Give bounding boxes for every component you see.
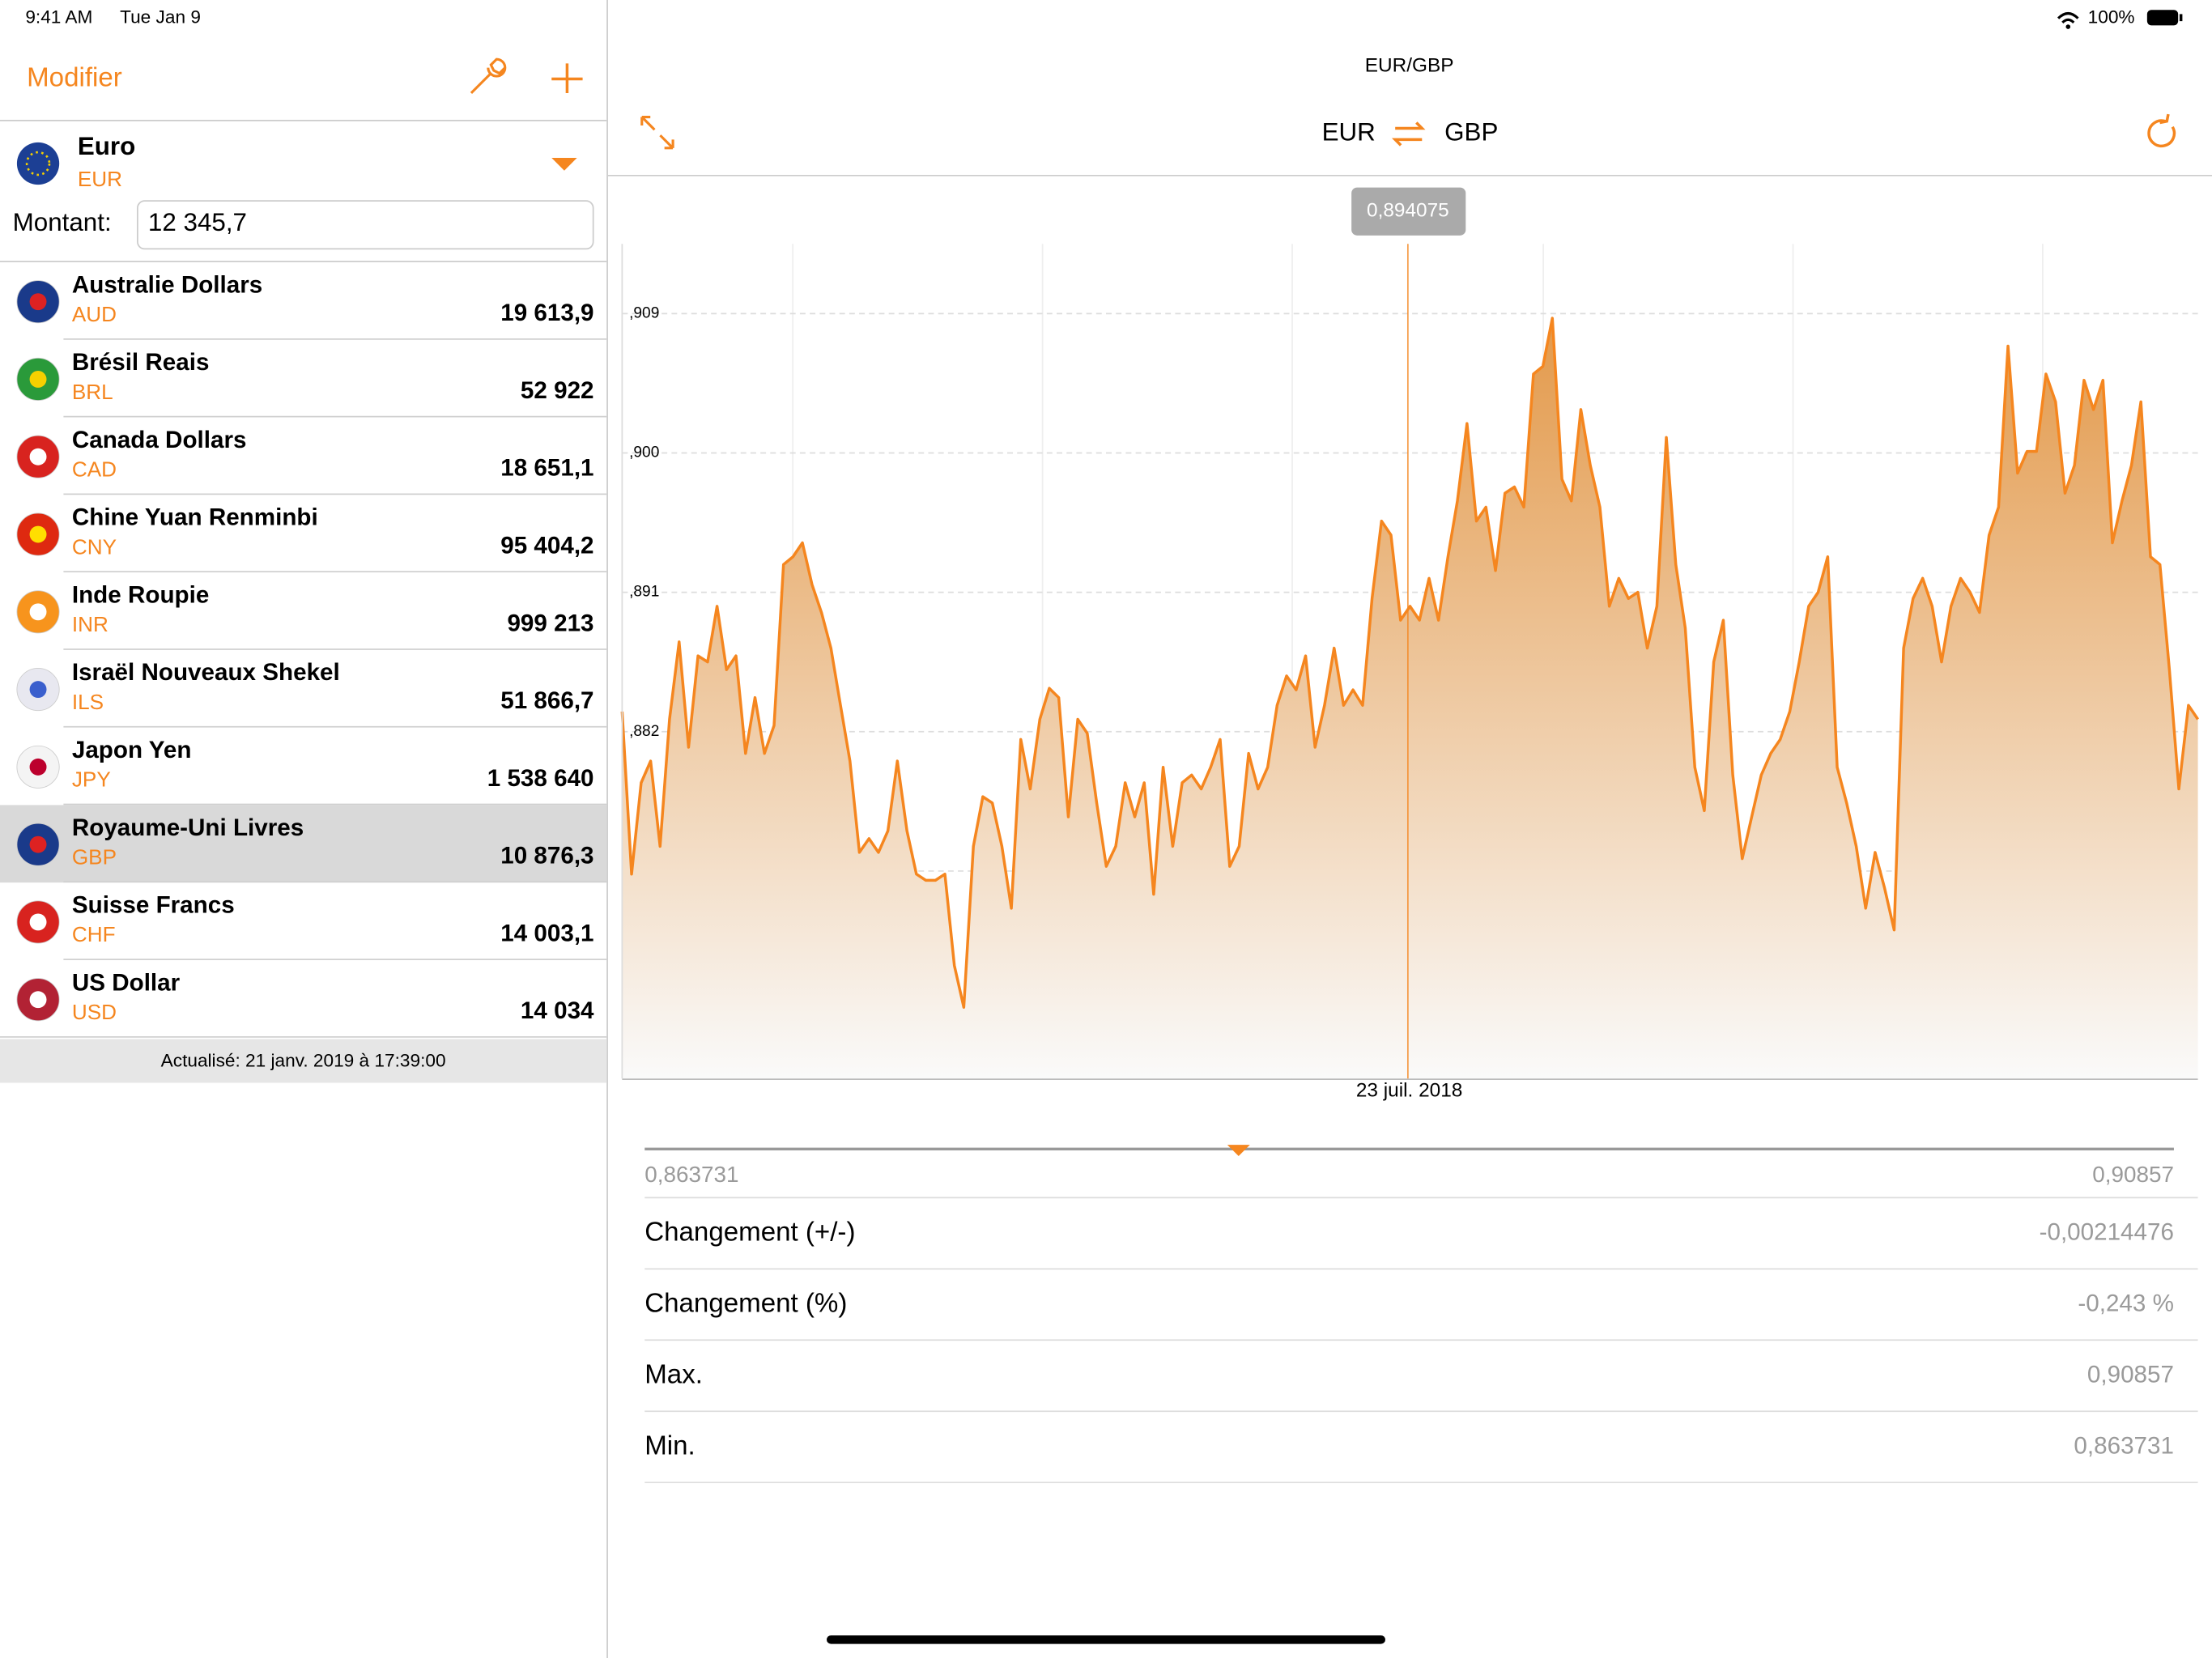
currency-name: Japon Yen [72, 737, 192, 763]
flag-emblem [29, 758, 47, 776]
base-code: EUR [78, 167, 122, 191]
status-date: Tue Jan 9 [120, 7, 201, 28]
currency-value: 95 404,2 [500, 533, 593, 559]
expand-icon[interactable] [640, 115, 674, 150]
currency-value: 10 876,3 [500, 843, 593, 869]
refresh-icon[interactable] [2147, 113, 2176, 148]
battery-text: 100% [2088, 7, 2135, 28]
currency-name: Canada Dollars [72, 427, 247, 453]
flag-emblem [29, 448, 47, 466]
range-min: 0,863731 [644, 1162, 738, 1187]
flag-eur [16, 142, 60, 185]
stat-label: Max. [644, 1359, 703, 1389]
amount-input[interactable] [137, 200, 594, 250]
stat-label: Min. [644, 1431, 696, 1460]
tooltip-text: 0,894075 [1367, 200, 1449, 222]
stat-label: Changement (%) [644, 1288, 847, 1318]
flag-emblem [29, 835, 47, 853]
stat-value: -0,243 % [2078, 1290, 2174, 1317]
flag-emblem [29, 603, 47, 621]
flag-emblem [29, 525, 47, 543]
y-tick-label: ,909 [629, 304, 659, 321]
currency-value: 1 538 640 [487, 765, 594, 792]
y-tick-label: ,882 [629, 723, 659, 740]
flag-emblem [29, 293, 47, 311]
currency-code: CHF [72, 922, 116, 946]
currency-value: 14 003,1 [500, 920, 593, 946]
currency-code: INR [72, 612, 108, 636]
currency-name: Suisse Francs [72, 892, 235, 919]
currency-name: Royaume-Uni Livres [72, 814, 304, 841]
from-code[interactable]: EUR [1322, 118, 1376, 147]
stat-value: 0,90857 [2087, 1362, 2174, 1388]
currency-value: 51 866,7 [500, 687, 593, 714]
tooltip-box [1351, 187, 1466, 236]
currency-name: Inde Roupie [72, 581, 209, 608]
swap-icon[interactable] [1391, 121, 1426, 147]
edit-button[interactable]: Modifier [27, 62, 122, 92]
currency-name: Australie Dollars [72, 271, 262, 298]
area [622, 318, 2198, 1079]
update-bar [0, 1039, 607, 1083]
y-tick-label: ,900 [629, 444, 659, 461]
currency-code: BRL [72, 380, 113, 404]
stat-label: Changement (+/-) [644, 1218, 855, 1248]
settings-icon[interactable] [470, 57, 507, 95]
amount-value: 12 345,7 [148, 208, 247, 236]
date-label: 23 juil. 2018 [1356, 1079, 1463, 1101]
slider-thumb[interactable] [1227, 1145, 1250, 1157]
currency-name: Chine Yuan Renminbi [72, 504, 318, 531]
currency-name: Brésil Reais [72, 349, 210, 376]
flag-emblem [29, 913, 47, 931]
currency-value: 18 651,1 [500, 455, 593, 482]
currency-value: 52 922 [521, 377, 594, 404]
line [620, 317, 2200, 1010]
currency-name: Israël Nouveaux Shekel [72, 659, 340, 686]
y-tick-label: ,891 [629, 584, 659, 601]
currency-name: US Dollar [72, 969, 181, 996]
currency-code: GBP [72, 844, 117, 869]
currency-value: 19 613,9 [500, 300, 593, 326]
currency-code: USD [72, 1000, 117, 1024]
flag-stars [25, 151, 51, 176]
amount-label: Montant: [13, 208, 112, 236]
home-indicator [827, 1635, 1385, 1644]
to-code[interactable]: GBP [1444, 118, 1498, 147]
flag-emblem [29, 371, 47, 388]
range-max: 0,90857 [2092, 1162, 2174, 1187]
currency-code: CNY [72, 534, 117, 559]
flag-emblem [29, 991, 47, 1009]
add-icon[interactable] [551, 63, 583, 93]
update-text: Actualisé: 21 janv. 2019 à 17:39:00 [161, 1050, 446, 1070]
currency-value: 14 034 [521, 997, 594, 1024]
currency-code: AUD [72, 302, 117, 326]
currency-code: JPY [72, 767, 111, 792]
pair-title: EUR/GBP [1365, 54, 1454, 76]
flag-emblem [29, 681, 47, 699]
currency-code: CAD [72, 457, 117, 482]
selected-row [0, 805, 607, 883]
stat-value: 0,863731 [2074, 1432, 2174, 1459]
currency-value: 999 213 [507, 610, 593, 636]
dropdown-icon[interactable] [551, 158, 577, 171]
battery-icon [2146, 10, 2179, 26]
wifi-dot [2065, 24, 2071, 29]
base-name: Euro [78, 132, 135, 160]
stat-value: -0,00214476 [2040, 1219, 2174, 1246]
battery-tip [2179, 14, 2183, 22]
status-time: 9:41 AM [25, 7, 92, 28]
wifi-icon [2057, 11, 2079, 24]
currency-code: ILS [72, 690, 104, 714]
